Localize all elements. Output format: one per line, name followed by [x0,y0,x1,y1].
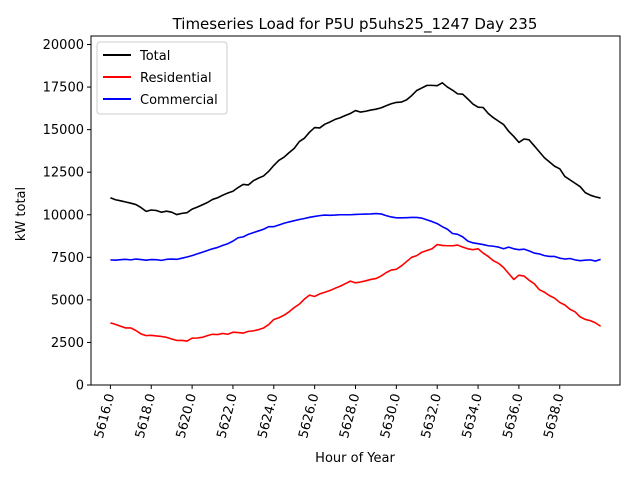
chart-title: Timeseries Load for P5U p5uhs25_1247 Day… [172,15,538,34]
y-tick-label: 15000 [43,123,84,138]
y-tick-label: 7500 [51,251,84,266]
x-tick-label: 5620.0 [174,392,200,440]
y-tick-label: 10000 [43,208,84,223]
x-tick-label: 5630.0 [378,392,404,440]
x-axis: 5616.0 5618.0 5620.0 5622.0 5624.0 5626.0 5628… [92,385,568,440]
x-tick-label: 5624.0 [255,392,281,440]
y-tick-label: 5000 [51,293,84,308]
legend-label-residential: Residential [140,71,212,86]
series-line-residential [110,243,602,342]
x-tick-label: 5632.0 [419,392,445,440]
y-tick-label: 0 [76,379,84,394]
legend-box [96,41,228,115]
x-tick-label: 5626.0 [296,392,322,440]
x-axis-label: Hour of Year [315,451,395,466]
series-line-total [110,82,601,216]
series-line-commercial [110,212,601,262]
x-tick-label: 5628.0 [337,392,363,440]
x-tick-label: 5616.0 [92,392,118,440]
x-tick-label: 5636.0 [500,392,526,440]
x-tick-label: 5638.0 [541,392,567,440]
y-tick-label: 17500 [43,81,84,96]
x-tick-label: 5622.0 [215,392,241,440]
y-axis-label: kW total [14,187,29,241]
x-tick-label: 5634.0 [460,392,486,440]
y-tick-label: 12500 [43,166,84,181]
legend-label-commercial: Commercial [140,93,218,108]
y-tick-label: 20000 [43,38,84,53]
x-tick-label: 5618.0 [133,392,159,440]
legend-label-total: Total [139,49,170,64]
y-tick-label: 2500 [51,336,84,351]
legend: Total Residential Commercial [96,41,228,115]
series-lines [110,82,602,342]
y-axis: 0 2500 5000 7500 10000 12500 15000 17500 20000 [43,38,91,394]
